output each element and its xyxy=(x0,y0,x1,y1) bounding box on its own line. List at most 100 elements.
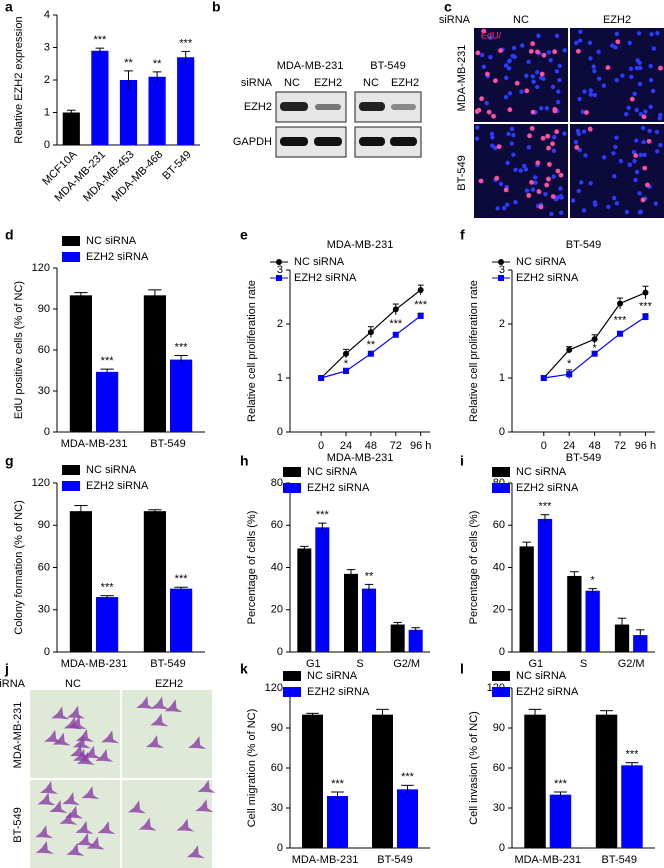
nucleus xyxy=(536,33,541,38)
x-tick-label: S xyxy=(356,658,363,670)
bar xyxy=(119,80,138,145)
edu-nucleus xyxy=(481,28,487,34)
cell-line-label: MDA-MB-231 xyxy=(277,60,344,72)
nucleus xyxy=(551,174,556,179)
x-tick-label: S xyxy=(580,658,587,670)
nucleus xyxy=(601,83,607,88)
y-tick-label: 0 xyxy=(499,646,505,658)
legend-label: NC siRNA xyxy=(516,466,567,478)
error-bar xyxy=(376,708,389,720)
y-tick-label: 60 xyxy=(38,561,50,573)
significance: *** xyxy=(539,501,553,513)
band xyxy=(359,102,385,111)
edu-nucleus xyxy=(629,96,635,102)
nucleus xyxy=(610,43,615,48)
y-tick-label: 1 xyxy=(499,372,505,384)
nucleus xyxy=(653,201,658,206)
edu-nucleus xyxy=(554,129,560,135)
significance: *** xyxy=(101,355,115,367)
legend-label: EZH2 siRNA xyxy=(307,686,370,698)
nucleus xyxy=(558,186,563,191)
band xyxy=(315,104,341,110)
nucleus xyxy=(531,79,536,85)
nucleus xyxy=(495,206,500,211)
legend-label: EZH2 siRNA xyxy=(86,251,149,263)
nucleus xyxy=(488,35,493,41)
nucleus xyxy=(577,38,583,43)
point xyxy=(540,375,547,381)
nucleus xyxy=(551,148,557,154)
y-tick-label: 1 xyxy=(44,106,50,118)
edu-nucleus xyxy=(486,109,492,115)
bar xyxy=(372,714,393,848)
edu-nucleus xyxy=(498,48,503,54)
cell xyxy=(76,832,95,846)
edu-nucleus xyxy=(496,144,502,150)
legend-label: NC siRNA xyxy=(294,256,345,268)
y-axis-label: Cell migration (% of NC) xyxy=(246,709,258,828)
x-tick-label: G2/M xyxy=(618,658,645,670)
nucleus xyxy=(592,92,598,98)
cell xyxy=(164,699,183,713)
point xyxy=(367,350,374,357)
panel-letter: c xyxy=(444,0,452,15)
nucleus xyxy=(640,125,646,131)
nucleus xyxy=(614,31,620,37)
error-bar xyxy=(174,354,188,364)
edu-nucleus xyxy=(658,65,663,71)
column-label: NC xyxy=(513,14,529,26)
cell xyxy=(35,840,54,854)
error-bar xyxy=(74,505,88,517)
x-tick-label: 96 h xyxy=(635,440,656,452)
chart-title: BT-549 xyxy=(566,239,601,251)
nucleus xyxy=(511,45,517,51)
nucleus xyxy=(648,104,653,110)
y-tick-label: 2 xyxy=(277,318,283,330)
nucleus xyxy=(638,112,644,117)
x-tick-label: 24 xyxy=(340,440,352,452)
x-tick-label: G1 xyxy=(306,658,321,670)
nucleus xyxy=(518,168,523,173)
bar xyxy=(91,50,109,145)
cell xyxy=(68,716,87,730)
legend-label: NC siRNA xyxy=(307,466,358,478)
y-tick-label: 1 xyxy=(277,372,283,384)
nucleus xyxy=(612,174,617,179)
legend-marker xyxy=(276,259,282,265)
cell xyxy=(59,811,78,825)
legend-label: EZH2 siRNA xyxy=(86,480,149,492)
edu-nucleus xyxy=(494,175,500,181)
nucleus xyxy=(533,175,538,180)
image-tile xyxy=(30,690,120,778)
lane-label: NC xyxy=(284,77,300,89)
edu-nucleus xyxy=(524,88,530,94)
y-tick-label: 120 xyxy=(32,262,50,274)
panel-letter: j xyxy=(4,661,9,677)
legend-label: EZH2 siRNA xyxy=(516,686,579,698)
y-tick-label: 30 xyxy=(38,604,50,616)
nucleus xyxy=(634,107,639,113)
nucleus xyxy=(580,109,585,115)
cell xyxy=(76,751,95,765)
bar xyxy=(315,527,330,652)
y-axis-label: Relative EZH2 expression xyxy=(13,16,25,143)
point xyxy=(591,336,598,343)
sirna-label: siRNA xyxy=(0,678,26,690)
y-tick-label: 30 xyxy=(271,802,283,814)
edu-nucleus xyxy=(476,107,482,113)
y-tick-label: 4 xyxy=(44,9,50,21)
nucleus xyxy=(504,202,510,207)
nucleus xyxy=(641,139,646,145)
y-tick-label: 60 xyxy=(271,762,283,774)
significance: ** xyxy=(367,339,376,351)
nucleus xyxy=(557,63,562,69)
significance: * xyxy=(344,358,349,370)
nucleus xyxy=(475,125,480,130)
nucleus xyxy=(634,169,640,175)
edu-nucleus xyxy=(550,194,556,199)
cell xyxy=(35,825,54,839)
nucleus xyxy=(601,155,607,160)
nucleus xyxy=(519,89,524,94)
nucleus xyxy=(611,195,617,201)
edu-nucleus xyxy=(535,49,540,55)
